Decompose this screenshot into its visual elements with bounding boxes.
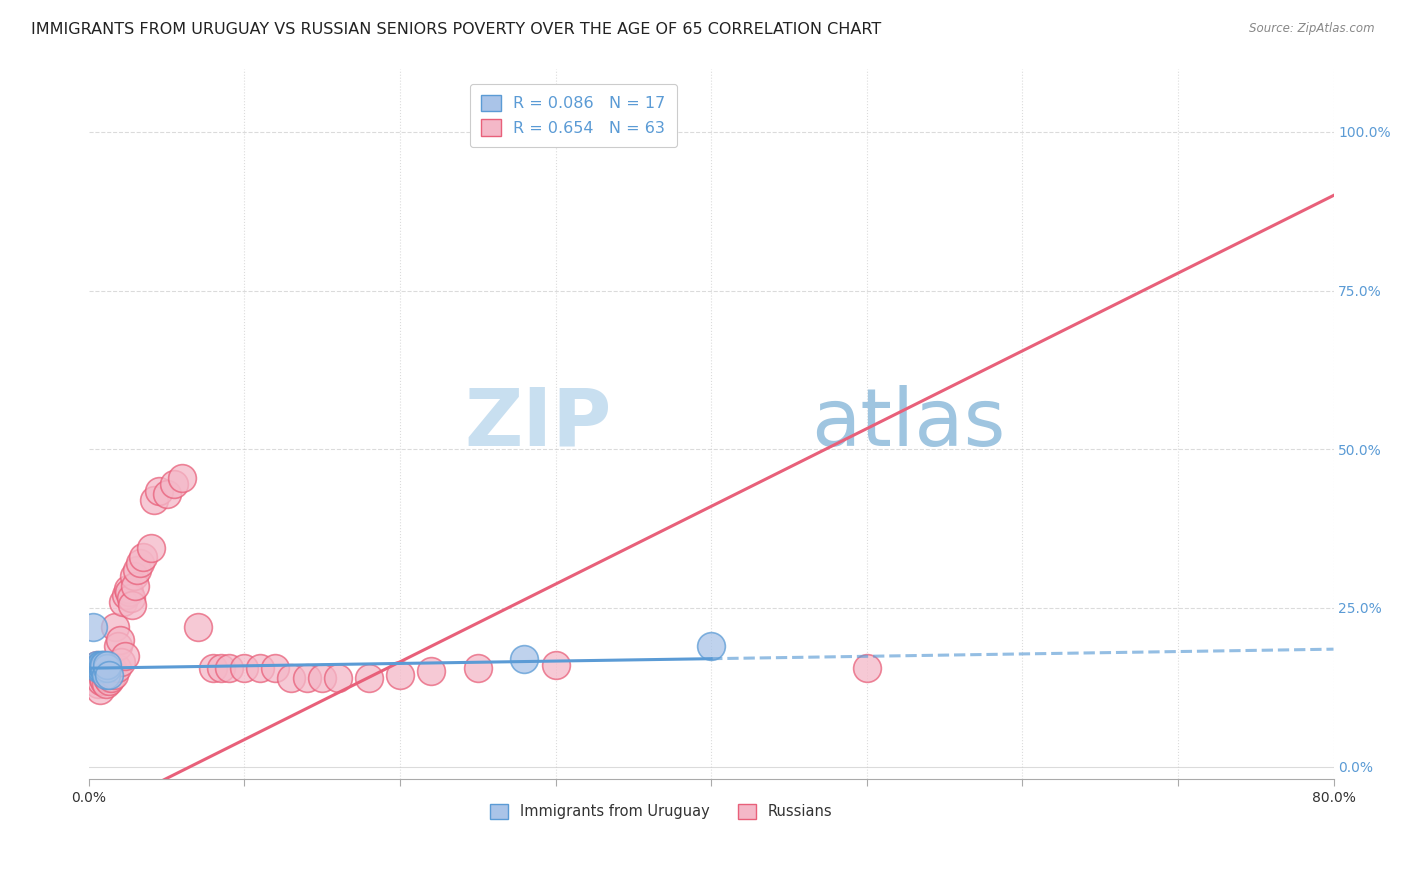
Point	[98, 667, 121, 681]
Point	[107, 639, 129, 653]
Point	[700, 639, 723, 653]
Point	[91, 658, 114, 673]
Text: Source: ZipAtlas.com: Source: ZipAtlas.com	[1250, 22, 1375, 36]
Point	[280, 671, 302, 685]
Point	[118, 585, 141, 599]
Point	[93, 661, 115, 675]
Point	[89, 658, 111, 673]
Point	[87, 661, 110, 675]
Point	[114, 648, 136, 663]
Point	[87, 661, 110, 675]
Point	[82, 620, 104, 634]
Point	[103, 667, 125, 681]
Point	[249, 661, 271, 675]
Point	[209, 661, 232, 675]
Point	[124, 579, 146, 593]
Point	[187, 620, 209, 634]
Point	[91, 661, 114, 675]
Point	[89, 667, 111, 681]
Point	[86, 658, 108, 673]
Point	[96, 671, 118, 685]
Text: ZIP: ZIP	[464, 384, 612, 463]
Point	[98, 673, 121, 688]
Point	[326, 671, 349, 685]
Point	[111, 594, 134, 608]
Point	[202, 661, 225, 675]
Point	[143, 493, 166, 508]
Point	[117, 582, 139, 596]
Point	[89, 661, 111, 675]
Point	[357, 671, 380, 685]
Point	[155, 486, 177, 500]
Point	[90, 665, 112, 679]
Point	[93, 661, 115, 675]
Point	[110, 655, 132, 669]
Point	[264, 661, 287, 675]
Point	[420, 665, 443, 679]
Point	[90, 673, 112, 688]
Point	[86, 671, 108, 685]
Point	[91, 671, 114, 685]
Point	[218, 661, 240, 675]
Point	[311, 671, 333, 685]
Point	[84, 661, 107, 675]
Point	[163, 477, 186, 491]
Point	[90, 661, 112, 675]
Point	[96, 661, 118, 675]
Text: IMMIGRANTS FROM URUGUAY VS RUSSIAN SENIORS POVERTY OVER THE AGE OF 65 CORRELATIO: IMMIGRANTS FROM URUGUAY VS RUSSIAN SENIO…	[31, 22, 882, 37]
Point	[94, 667, 117, 681]
Point	[139, 541, 162, 555]
Point	[129, 557, 152, 571]
Point	[91, 658, 114, 673]
Point	[467, 661, 489, 675]
Point	[89, 683, 111, 698]
Point	[108, 632, 131, 647]
Point	[125, 563, 148, 577]
Point	[94, 677, 117, 691]
Point	[96, 661, 118, 675]
Point	[100, 671, 122, 685]
Point	[172, 471, 194, 485]
Point	[86, 658, 108, 673]
Point	[855, 661, 877, 675]
Point	[295, 671, 318, 685]
Point	[93, 673, 115, 688]
Point	[87, 677, 110, 691]
Point	[101, 661, 124, 675]
Point	[115, 588, 138, 602]
Point	[122, 569, 145, 583]
Point	[98, 665, 121, 679]
Point	[96, 658, 118, 673]
Point	[388, 667, 411, 681]
Point	[94, 665, 117, 679]
Point	[132, 550, 155, 565]
Text: atlas: atlas	[811, 384, 1005, 463]
Point	[513, 651, 536, 665]
Point	[90, 658, 112, 673]
Point	[104, 620, 127, 634]
Point	[544, 658, 567, 673]
Point	[105, 661, 128, 675]
Point	[121, 598, 143, 612]
Legend: Immigrants from Uruguay, Russians: Immigrants from Uruguay, Russians	[485, 798, 838, 825]
Point	[93, 658, 115, 673]
Point	[233, 661, 256, 675]
Point	[120, 591, 142, 606]
Point	[148, 483, 170, 498]
